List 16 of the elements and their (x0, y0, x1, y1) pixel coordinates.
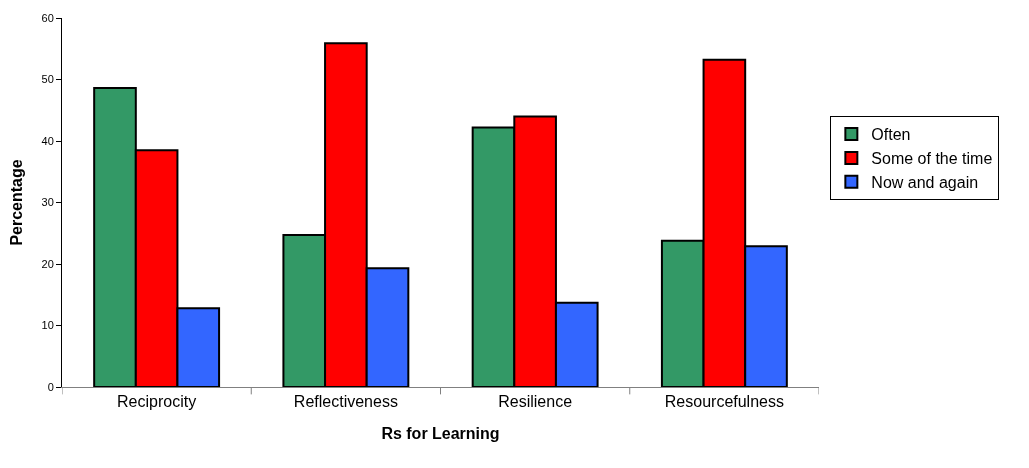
y-tick-label: 20 (41, 257, 54, 270)
legend-label: Often (871, 126, 911, 144)
y-tick-label: 0 (47, 380, 54, 393)
y-tick-label: 30 (41, 196, 54, 209)
x-tick-label: Reciprocity (117, 393, 197, 411)
legend-label: Now and again (871, 173, 979, 191)
legend-label: Some of the time (871, 150, 993, 168)
y-axis-title: Percentage (8, 159, 26, 246)
x-tick-label: Resourcefulness (664, 393, 784, 411)
y-tick-label: 10 (41, 319, 54, 332)
y-tick-label: 40 (41, 134, 54, 147)
x-tick-label: Reflectiveness (293, 393, 398, 411)
x-tick-label: Resilience (498, 393, 573, 411)
x-axis-title: Rs for Learning (381, 424, 500, 442)
y-tick-label: 50 (41, 73, 54, 86)
y-tick-label: 60 (41, 11, 54, 24)
